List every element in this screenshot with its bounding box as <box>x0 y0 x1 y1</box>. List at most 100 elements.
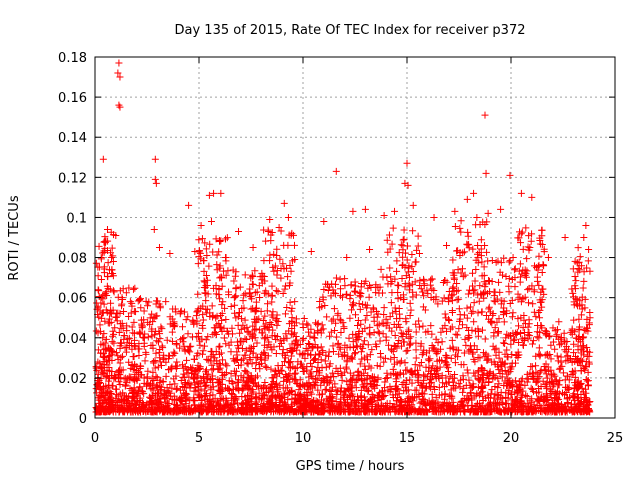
data-point <box>252 393 260 401</box>
data-point <box>253 398 261 406</box>
data-point <box>469 269 477 277</box>
x-tick-labels: 0 5 10 15 20 25 <box>91 431 623 446</box>
data-point <box>406 311 414 319</box>
data-point <box>274 288 282 296</box>
data-point <box>352 311 360 319</box>
data-point <box>506 171 514 179</box>
data-point <box>345 334 353 342</box>
data-point <box>106 388 114 396</box>
data-point <box>242 368 250 376</box>
data-point <box>430 213 438 221</box>
data-point <box>288 324 296 332</box>
data-point <box>137 316 145 324</box>
data-point <box>139 322 147 330</box>
data-point <box>359 344 367 352</box>
data-point <box>404 327 412 335</box>
data-point <box>524 286 532 294</box>
data-point <box>382 315 390 323</box>
data-point <box>284 358 292 366</box>
data-point <box>308 390 316 398</box>
data-point <box>305 379 313 387</box>
data-point <box>366 323 374 331</box>
data-point <box>349 344 357 352</box>
data-point <box>248 280 256 288</box>
data-point <box>379 387 387 395</box>
data-point <box>485 303 493 311</box>
data-point <box>315 351 323 359</box>
data-point <box>181 308 189 316</box>
data-point <box>361 376 369 384</box>
data-point <box>354 317 362 325</box>
data-point <box>115 328 123 336</box>
data-point <box>227 338 235 346</box>
data-point <box>418 288 426 296</box>
data-point <box>393 267 401 275</box>
data-point <box>522 224 530 232</box>
data-point <box>481 242 489 250</box>
grid-lines <box>95 57 615 418</box>
data-point <box>327 328 335 336</box>
data-point <box>373 343 381 351</box>
data-point <box>333 333 341 341</box>
data-point <box>117 339 125 347</box>
data-point <box>250 379 258 387</box>
data-point <box>260 407 268 415</box>
data-point <box>271 371 279 379</box>
data-point <box>100 358 108 366</box>
data-point <box>304 340 312 348</box>
data-point <box>198 401 206 409</box>
data-point <box>151 364 159 372</box>
data-point <box>268 392 276 400</box>
data-point <box>94 370 102 378</box>
data-point <box>264 226 272 234</box>
data-point <box>508 313 516 321</box>
data-point <box>154 297 162 305</box>
data-point <box>247 305 255 313</box>
data-point <box>314 398 322 406</box>
data-point <box>248 333 256 341</box>
data-point <box>332 274 340 282</box>
data-point <box>239 297 247 305</box>
data-point <box>261 312 269 320</box>
data-point <box>464 232 472 240</box>
data-point <box>332 280 340 288</box>
data-point <box>149 318 157 326</box>
data-point <box>190 387 198 395</box>
data-point <box>152 373 160 381</box>
data-point <box>303 389 311 397</box>
data-point <box>395 337 403 344</box>
data-point <box>122 348 130 356</box>
data-point <box>99 309 107 317</box>
data-point <box>357 289 365 297</box>
data-point <box>319 347 327 355</box>
data-point <box>387 299 395 307</box>
data-point <box>202 368 210 376</box>
chart-title: Day 135 of 2015, Rate Of TEC Index for r… <box>175 23 526 38</box>
data-point <box>237 361 245 369</box>
data-point <box>303 392 311 400</box>
data-point <box>252 374 260 382</box>
data-point <box>586 267 594 275</box>
data-point <box>307 248 315 256</box>
data-point <box>556 364 564 372</box>
data-point <box>172 339 180 347</box>
data-point <box>172 385 180 393</box>
data-point <box>375 320 383 328</box>
data-point <box>506 257 514 265</box>
data-point <box>231 293 239 301</box>
data-point <box>215 343 223 351</box>
data-point <box>297 395 305 403</box>
data-point <box>363 401 371 409</box>
data-point <box>284 384 292 392</box>
data-point <box>363 311 371 319</box>
data-point <box>119 366 127 374</box>
data-point <box>437 328 445 336</box>
data-point <box>152 179 160 187</box>
data-point <box>345 385 353 393</box>
data-point <box>325 348 333 356</box>
data-point <box>424 355 432 363</box>
data-point <box>528 340 536 348</box>
data-point <box>222 315 230 323</box>
data-point <box>352 384 360 392</box>
data-point <box>193 405 201 413</box>
